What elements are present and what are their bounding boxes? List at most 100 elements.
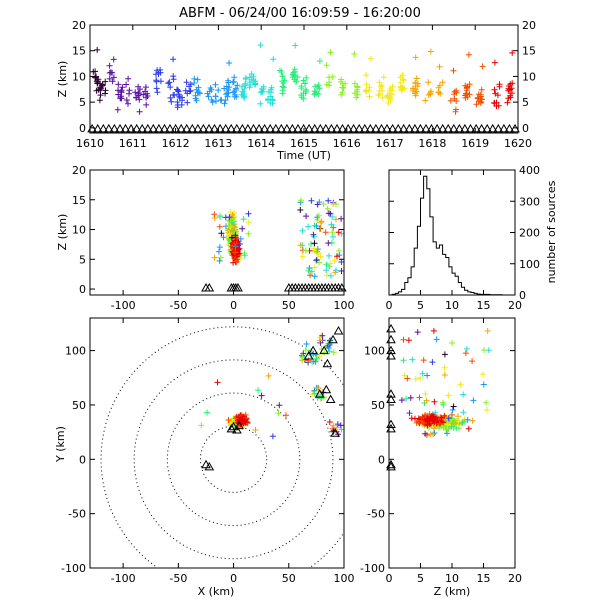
source-marker [292, 68, 298, 75]
source-marker [196, 90, 203, 97]
station-marker [204, 461, 215, 471]
x-height-ylabel: Z (km) [56, 214, 69, 251]
source-marker [351, 80, 358, 87]
source-marker [354, 88, 361, 95]
source-marker [109, 69, 116, 76]
station-marker [404, 123, 415, 133]
source-marker [298, 197, 304, 204]
height-y-sources [386, 323, 492, 471]
source-marker [317, 253, 324, 260]
source-marker [457, 381, 464, 388]
station-marker [330, 428, 341, 437]
source-marker [430, 327, 437, 334]
station-marker [259, 123, 270, 133]
x-tick-label: 100 [334, 299, 355, 312]
source-marker [221, 100, 228, 107]
source-marker [216, 223, 223, 230]
source-marker [444, 430, 450, 437]
source-marker [441, 412, 448, 419]
source-marker [174, 99, 181, 105]
source-marker [400, 357, 407, 364]
source-marker [316, 337, 323, 344]
source-marker [466, 81, 473, 88]
source-marker [110, 74, 117, 81]
y-tick-label: 0 [378, 453, 385, 466]
source-marker [125, 100, 131, 107]
source-marker [220, 234, 227, 241]
source-marker [125, 75, 132, 82]
station-marker [443, 123, 454, 133]
source-marker [338, 91, 345, 98]
source-marker [436, 420, 443, 427]
y-tick-label: 5 [79, 96, 86, 109]
source-marker [401, 85, 408, 92]
source-marker [326, 74, 332, 81]
source-marker [330, 349, 337, 356]
source-marker [232, 249, 239, 256]
source-marker [375, 92, 382, 99]
x-tick-label: 20 [508, 299, 522, 312]
source-marker [142, 84, 149, 91]
source-marker [311, 264, 318, 271]
source-marker [401, 372, 408, 379]
y-tick-label: 300 [519, 195, 540, 208]
source-marker [450, 420, 457, 427]
source-marker [277, 67, 283, 74]
x-height-panel: -100 -50 0 50 100 0 5 10 15 20 Z (km) [56, 164, 355, 312]
source-marker [333, 216, 339, 223]
source-marker [365, 87, 372, 94]
y-tick-label: 100 [65, 345, 86, 358]
source-marker [204, 90, 211, 97]
source-marker [422, 412, 429, 419]
station-marker [328, 334, 338, 344]
source-marker [303, 341, 310, 347]
source-marker [119, 84, 126, 91]
source-marker [270, 56, 277, 63]
station-marker [365, 123, 376, 133]
source-marker [483, 399, 490, 406]
source-marker [473, 101, 480, 108]
y-tick-label: -100 [360, 562, 385, 575]
source-marker [308, 268, 315, 275]
source-marker [305, 267, 312, 274]
source-marker [491, 86, 498, 93]
source-marker [318, 218, 325, 225]
source-marker [318, 395, 325, 402]
source-marker [424, 372, 431, 379]
source-marker [481, 347, 487, 353]
y-tick-label: 0 [79, 283, 86, 296]
source-marker [319, 332, 326, 339]
y-tick-label: -100 [61, 562, 86, 575]
y-tick-label: 5 [79, 253, 86, 266]
source-marker [493, 99, 500, 106]
height-y-panel: 0 5 10 15 20 -100 -50 0 50 100 Z (km) [360, 317, 522, 598]
source-marker [239, 225, 246, 232]
source-marker [135, 92, 142, 99]
source-marker [170, 73, 177, 80]
source-marker [412, 54, 419, 61]
source-marker [333, 267, 339, 274]
source-marker [314, 248, 321, 255]
source-marker [99, 82, 106, 89]
source-marker [94, 46, 101, 53]
x-tick-label: -100 [111, 299, 136, 312]
station-marker [465, 123, 476, 133]
source-marker [214, 379, 221, 386]
source-marker [376, 91, 383, 98]
source-marker [474, 94, 481, 101]
source-marker [326, 82, 332, 89]
x-tick-label: 20 [508, 572, 522, 585]
source-marker [132, 89, 139, 96]
source-marker [93, 87, 100, 94]
source-marker [306, 265, 313, 271]
source-marker [323, 62, 330, 69]
source-marker [441, 422, 448, 429]
source-marker [153, 85, 160, 92]
source-marker [351, 51, 358, 57]
station-marker [193, 123, 203, 133]
source-marker [505, 83, 512, 89]
source-marker [412, 80, 419, 87]
source-marker [222, 97, 229, 104]
source-marker [118, 93, 124, 100]
